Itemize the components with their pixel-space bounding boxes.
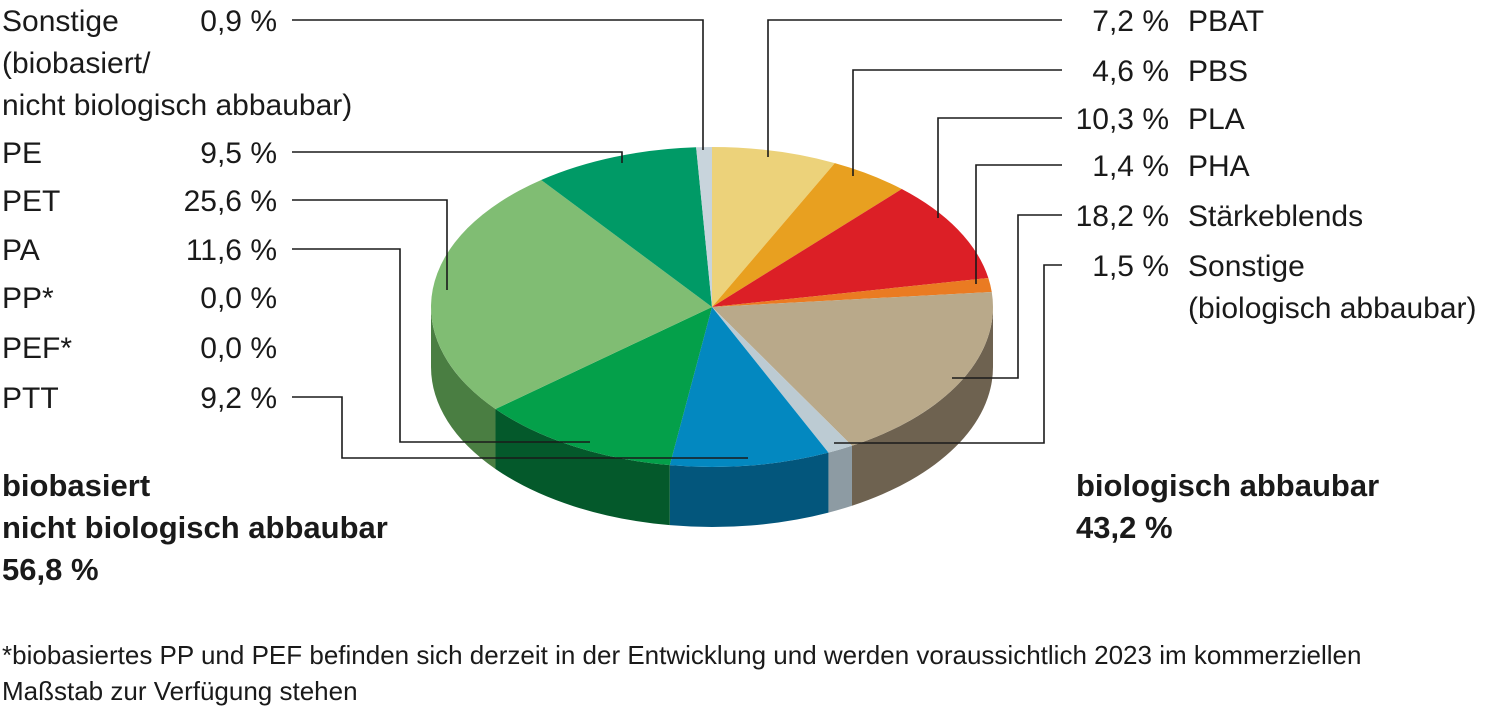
pie-slice-st-rkeblends bbox=[712, 291, 994, 446]
pie-slice-pa bbox=[495, 307, 712, 466]
leader-pbat bbox=[767, 19, 1062, 157]
pie-slice-pet bbox=[430, 179, 712, 409]
label-pbat-value: 7,2 % bbox=[1092, 5, 1169, 38]
label-pp-value: 0,0 % bbox=[200, 282, 277, 315]
label-pe-value: 9,5 % bbox=[200, 137, 277, 170]
label-pla-name-1: PLA bbox=[1188, 103, 1245, 136]
footnote-line-1: *biobasiertes PP und PEF befinden sich d… bbox=[2, 640, 1361, 670]
pie-slice-pha bbox=[712, 278, 992, 307]
label-sonstige-biologisch-abbaubar-name-2: (biologisch abbaubar) bbox=[1188, 292, 1477, 325]
group-right-total: 43,2 % bbox=[1076, 510, 1173, 545]
label-st-rkeblends-name-1: Stärkeblends bbox=[1188, 200, 1363, 233]
label-sonstige-biobasiert-nicht-biologisch-abbaubar-value: 0,9 % bbox=[200, 5, 277, 38]
pie-side-pet bbox=[431, 307, 496, 469]
label-pbs-name-1: PBS bbox=[1188, 55, 1248, 88]
pie-slice-pbat bbox=[712, 147, 835, 307]
label-pa-name-1: PA bbox=[2, 234, 40, 267]
pie-slice-pe bbox=[541, 147, 712, 307]
pie-side-pa bbox=[495, 408, 670, 526]
pie-slice-pla bbox=[712, 188, 989, 307]
leader-pe bbox=[292, 151, 623, 163]
label-pef-name-1: PEF* bbox=[2, 332, 72, 365]
pie-slice-ptt bbox=[669, 307, 829, 467]
group-left-title-line-1: biobasiert bbox=[2, 468, 150, 503]
label-pet-value: 25,6 % bbox=[184, 185, 277, 218]
pie-sides bbox=[431, 307, 993, 527]
label-pbs-value: 4,6 % bbox=[1092, 55, 1169, 88]
group-left-total: 56,8 % bbox=[2, 552, 99, 587]
footnote: *biobasiertes PP und PEF befinden sich d… bbox=[2, 640, 1361, 706]
leader-pa bbox=[292, 248, 590, 443]
label-pe-name-1: PE bbox=[2, 137, 42, 170]
label-ptt-value: 9,2 % bbox=[200, 382, 277, 415]
label-sonstige-biologisch-abbaubar-name-1: Sonstige bbox=[1188, 250, 1305, 283]
leader-pbs bbox=[852, 69, 1062, 176]
leader-sonstige-biologisch-abbaubar bbox=[834, 264, 1062, 444]
label-sonstige-biobasiert-nicht-biologisch-abbaubar-name-1: Sonstige bbox=[2, 5, 119, 38]
leader-ptt bbox=[292, 396, 748, 459]
label-st-rkeblends-value: 18,2 % bbox=[1076, 200, 1169, 233]
pie-slice-pbs bbox=[712, 163, 902, 307]
label-pef-value: 0,0 % bbox=[200, 332, 277, 365]
leader-pet bbox=[292, 199, 448, 290]
label-pa-value: 11,6 % bbox=[186, 234, 277, 267]
label-sonstige-biobasiert-nicht-biologisch-abbaubar-name-2: (biobasiert/ bbox=[2, 47, 151, 80]
group-right-title: biologisch abbaubar bbox=[1076, 468, 1379, 503]
label-pha-name-1: PHA bbox=[1188, 150, 1250, 183]
pie-slice-sonstige-biologisch-abbaubar bbox=[712, 307, 852, 453]
label-pet-name-1: PET bbox=[2, 185, 60, 218]
label-pha-value: 1,4 % bbox=[1092, 150, 1169, 183]
group-left-title-line-2: nicht biologisch abbaubar bbox=[2, 510, 388, 545]
leader-pha bbox=[975, 164, 1062, 284]
label-pp-name-1: PP* bbox=[2, 282, 54, 315]
group-summary-right: biologisch abbaubar 43,2 % bbox=[1076, 468, 1379, 545]
label-ptt-name-1: PTT bbox=[2, 382, 59, 415]
footnote-line-2: Maßstab zur Verfügung stehen bbox=[2, 676, 358, 706]
pie-slices bbox=[430, 147, 994, 467]
leader-st-rkeblends bbox=[952, 214, 1062, 379]
label-pbat-name-1: PBAT bbox=[1188, 5, 1264, 38]
leader-sonstige-biobasiert-nicht-biologisch-abbaubar bbox=[292, 19, 704, 150]
group-summary-left: biobasiert nicht biologisch abbaubar 56,… bbox=[2, 468, 388, 587]
pie-side-st-rkeblends bbox=[851, 307, 993, 506]
slice-labels: 7,2 % PBAT 4,6 % PBS 10,3 % PLA 1,4 % PHA 18,2 %… bbox=[2, 5, 1477, 415]
label-sonstige-biologisch-abbaubar-value: 1,5 % bbox=[1092, 250, 1169, 283]
leader-lines bbox=[292, 19, 1062, 459]
pie-slice-sonstige-biobasiert-nicht-biologisch-abbaubar bbox=[696, 147, 712, 307]
pie-side-sonstige-biologisch-abbaubar bbox=[828, 445, 852, 513]
leader-pla bbox=[937, 117, 1062, 218]
label-sonstige-biobasiert-nicht-biologisch-abbaubar-name-3: nicht biologisch abbaubar) bbox=[2, 89, 352, 122]
label-pla-value: 10,3 % bbox=[1076, 103, 1169, 136]
pie-side-ptt bbox=[669, 452, 829, 527]
